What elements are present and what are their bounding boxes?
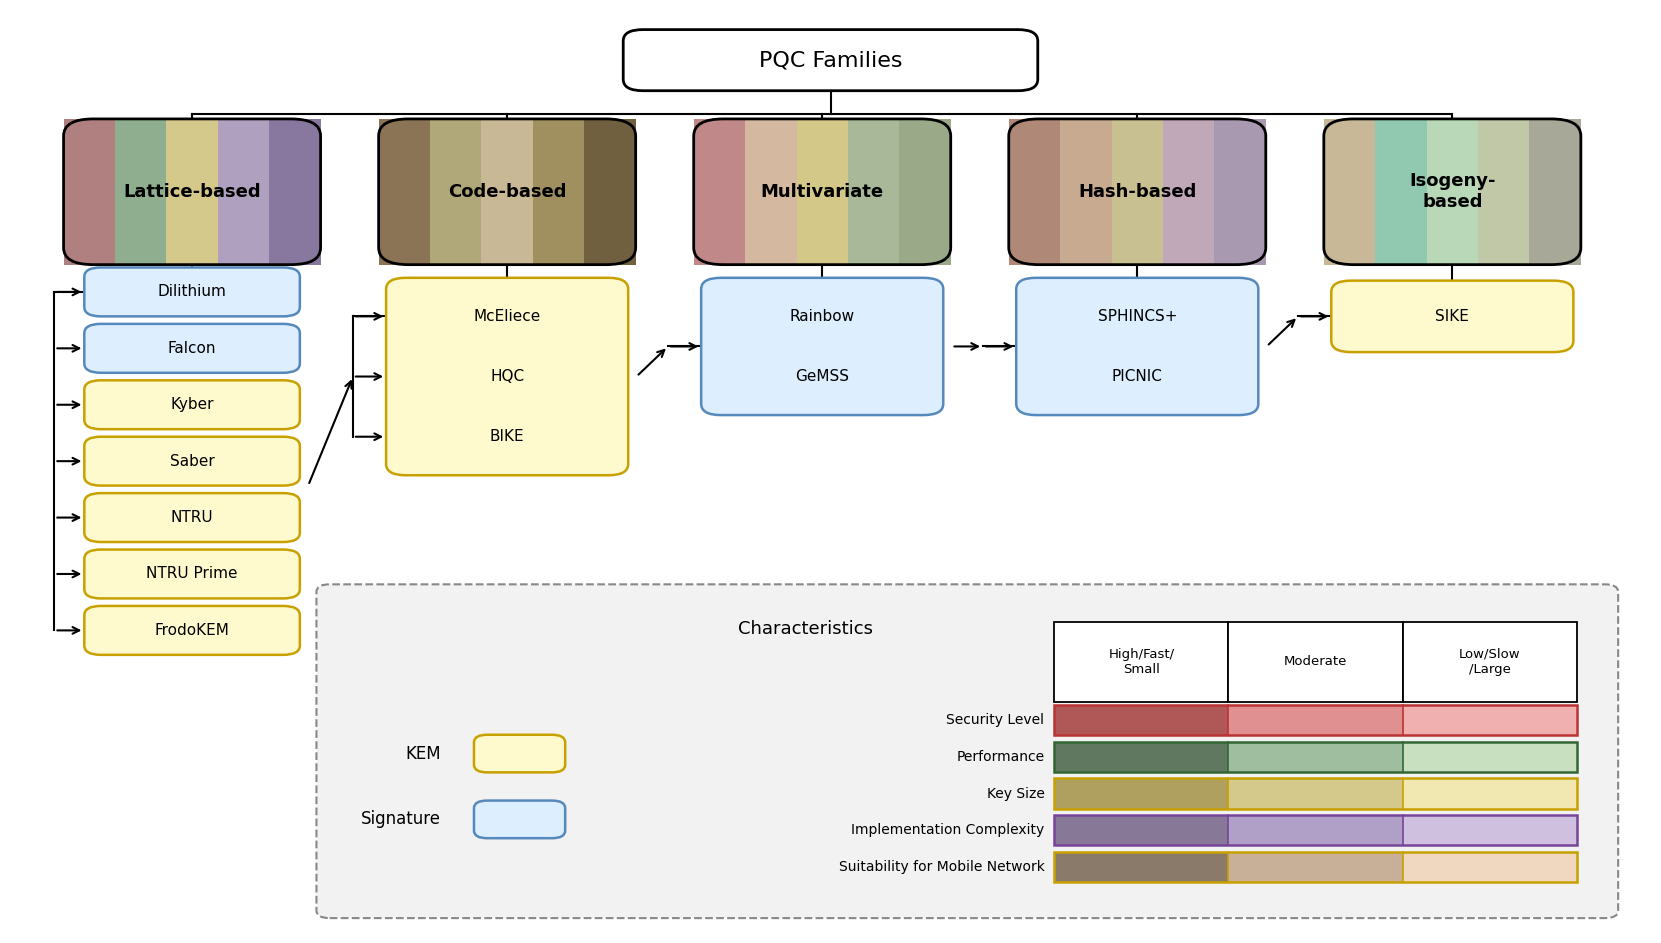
Bar (430, 119, 482, 265)
Text: PICNIC: PICNIC (1111, 369, 1163, 384)
FancyBboxPatch shape (385, 278, 628, 475)
Bar (1478, 119, 1530, 265)
Bar (218, 119, 269, 265)
Bar (1229, 779, 1402, 808)
Bar (1055, 705, 1229, 736)
Text: Lattice-based: Lattice-based (123, 183, 261, 201)
Text: Characteristics: Characteristics (737, 620, 874, 638)
Text: SPHINCS+: SPHINCS+ (1098, 309, 1178, 323)
Text: SIKE: SIKE (1435, 309, 1470, 323)
Text: Falcon: Falcon (168, 340, 216, 356)
Bar (746, 119, 797, 265)
FancyBboxPatch shape (701, 278, 943, 415)
FancyBboxPatch shape (85, 437, 301, 486)
Bar (482, 119, 533, 265)
FancyBboxPatch shape (85, 606, 301, 654)
FancyBboxPatch shape (85, 268, 301, 316)
Text: PQC Families: PQC Families (759, 50, 902, 70)
Bar (1402, 622, 1576, 702)
Bar (585, 119, 636, 265)
Bar (1055, 742, 1576, 772)
Bar (1163, 119, 1214, 265)
Text: Saber: Saber (169, 454, 214, 469)
Bar (1402, 815, 1576, 845)
Text: NTRU Prime: NTRU Prime (146, 567, 238, 582)
Text: Security Level: Security Level (947, 713, 1045, 727)
Text: McEliece: McEliece (473, 309, 541, 323)
Text: Multivariate: Multivariate (761, 183, 884, 201)
Text: BIKE: BIKE (490, 429, 525, 444)
Bar (379, 119, 430, 265)
Text: High/Fast/
Small: High/Fast/ Small (1108, 648, 1174, 676)
Bar (1055, 622, 1229, 702)
FancyBboxPatch shape (85, 493, 301, 542)
Text: GeMSS: GeMSS (796, 369, 849, 384)
Bar (1229, 742, 1402, 772)
Bar (1055, 779, 1229, 808)
Bar (1055, 815, 1576, 845)
FancyBboxPatch shape (1330, 281, 1573, 352)
Bar (1229, 815, 1402, 845)
FancyBboxPatch shape (85, 380, 301, 429)
Bar (1055, 815, 1229, 845)
FancyBboxPatch shape (317, 585, 1618, 918)
Bar (1229, 705, 1402, 736)
Bar (1530, 119, 1581, 265)
Bar (1055, 852, 1229, 882)
Bar (1375, 119, 1427, 265)
Bar (797, 119, 847, 265)
Bar (847, 119, 899, 265)
Bar (899, 119, 950, 265)
FancyBboxPatch shape (623, 29, 1038, 91)
Bar (1214, 119, 1266, 265)
Bar (1402, 742, 1576, 772)
Bar (1402, 852, 1576, 882)
Text: Dilithium: Dilithium (158, 285, 226, 300)
Bar (694, 119, 746, 265)
Bar (1060, 119, 1111, 265)
Bar (115, 119, 166, 265)
Bar (1402, 705, 1576, 736)
FancyBboxPatch shape (473, 801, 565, 838)
Bar (1055, 742, 1229, 772)
Bar (1008, 119, 1060, 265)
Bar (1111, 119, 1163, 265)
Bar (1229, 622, 1402, 702)
Bar (533, 119, 585, 265)
Text: NTRU: NTRU (171, 510, 213, 525)
Text: KEM: KEM (405, 745, 440, 763)
Text: Suitability for Mobile Network: Suitability for Mobile Network (839, 860, 1045, 874)
Text: Key Size: Key Size (987, 786, 1045, 801)
Text: Performance: Performance (957, 750, 1045, 764)
Bar (1055, 852, 1576, 882)
FancyBboxPatch shape (473, 735, 565, 772)
Text: Hash-based: Hash-based (1078, 183, 1196, 201)
Text: Isogeny-
based: Isogeny- based (1409, 173, 1495, 211)
Text: Code-based: Code-based (448, 183, 566, 201)
Bar (1055, 705, 1576, 736)
FancyBboxPatch shape (85, 323, 301, 372)
Bar (1324, 119, 1375, 265)
Bar (1229, 852, 1402, 882)
Text: Signature: Signature (360, 810, 440, 828)
Bar (1427, 119, 1478, 265)
FancyBboxPatch shape (85, 550, 301, 599)
Text: HQC: HQC (490, 369, 525, 384)
Bar (269, 119, 321, 265)
FancyBboxPatch shape (1017, 278, 1259, 415)
Text: Implementation Complexity: Implementation Complexity (850, 823, 1045, 837)
Bar (1055, 779, 1576, 808)
Text: Low/Slow
/Large: Low/Slow /Large (1458, 648, 1520, 676)
Text: FrodoKEM: FrodoKEM (154, 623, 229, 637)
Text: Rainbow: Rainbow (789, 309, 855, 323)
Text: Kyber: Kyber (171, 397, 214, 412)
Bar (63, 119, 115, 265)
Bar (1402, 779, 1576, 808)
Text: Moderate: Moderate (1284, 655, 1347, 669)
Bar (166, 119, 218, 265)
